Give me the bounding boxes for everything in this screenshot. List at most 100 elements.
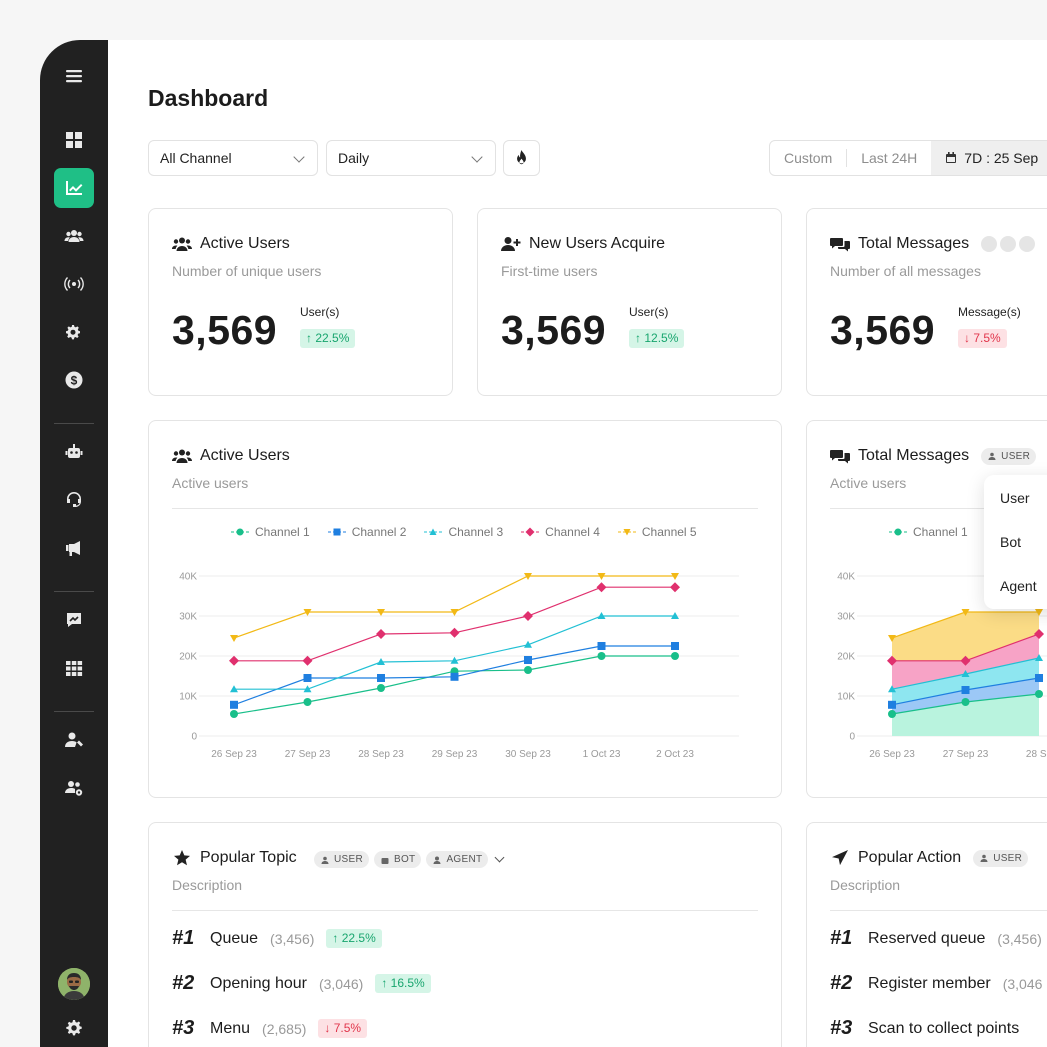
bot-icon[interactable]: [54, 432, 94, 472]
stat-change-value: 22.5%: [315, 331, 350, 345]
chart-subtitle: Active users: [830, 475, 907, 491]
data-point: [377, 674, 385, 682]
filter-avatars[interactable]: [981, 236, 1036, 252]
action-name: Reserved queue: [868, 929, 986, 947]
stat-value: 3,569: [501, 307, 607, 353]
list-item[interactable]: #1 Queue (3,456) ↑ 22.5%: [172, 927, 382, 950]
list-item[interactable]: #1 Reserved queue (3,456): [830, 927, 1042, 950]
data-point: [597, 642, 606, 650]
data-point: [377, 609, 385, 616]
avatar[interactable]: [58, 968, 90, 1000]
data-point: [961, 686, 970, 694]
dropdown-option-agent[interactable]: Agent: [1000, 578, 1037, 594]
range-7d[interactable]: 7D : 25 Sep: [931, 141, 1047, 175]
trending-button[interactable]: [503, 140, 540, 176]
analytics-icon[interactable]: [54, 168, 94, 208]
y-tick-label: 20K: [179, 652, 197, 663]
data-point: [961, 609, 970, 616]
range-last-24h[interactable]: Last 24H: [861, 150, 918, 166]
user-manage-icon[interactable]: [54, 720, 94, 760]
data-point: [961, 698, 970, 706]
x-tick-label: 2 Oct 23: [656, 749, 694, 760]
chevron-down-icon: [471, 151, 483, 163]
apps-icon[interactable]: [54, 648, 94, 688]
sidebar: $: [40, 40, 108, 1047]
svg-text:$: $: [71, 374, 78, 388]
navigation-arrow-icon: [832, 850, 848, 866]
data-point: [887, 655, 897, 666]
legend-item[interactable]: Channel 2: [327, 525, 406, 539]
divider: [172, 910, 758, 911]
topic-change-value: 16.5%: [390, 976, 425, 990]
users-icon: [988, 452, 996, 460]
reports-icon[interactable]: [54, 600, 94, 640]
chip-label: AGENT: [446, 854, 483, 865]
data-point: [671, 652, 679, 660]
list-item[interactable]: #3 Scan to collect points: [830, 1017, 1019, 1040]
broadcast-icon[interactable]: [54, 264, 94, 304]
chevron-down-icon[interactable]: [494, 852, 505, 863]
rank-number: #1: [830, 927, 853, 949]
legend-label: Channel 3: [448, 525, 504, 539]
bot-filter-chip[interactable]: BOT: [373, 851, 422, 868]
channel-select[interactable]: All Channel: [148, 140, 318, 176]
legend-label: Channel 5: [641, 525, 697, 539]
megaphone-icon[interactable]: [54, 528, 94, 568]
settings-icon[interactable]: [54, 312, 94, 352]
chip-label: USER: [334, 854, 363, 865]
agent-filter-chip[interactable]: AGENT: [426, 851, 489, 868]
legend-item[interactable]: Channel 5: [617, 525, 697, 539]
topic-subtitle: Description: [172, 877, 243, 893]
list-item[interactable]: #3 Menu (2,685) ↓ 7.5%: [172, 1017, 368, 1040]
user-filter-chip[interactable]: USER: [973, 849, 1029, 867]
data-point: [230, 710, 238, 718]
period-select-value: Daily: [338, 150, 370, 166]
agent-filter-icon: [1019, 236, 1036, 252]
channel-select-value: All Channel: [160, 150, 232, 166]
settings-icon[interactable]: [54, 1008, 94, 1047]
legend-item[interactable]: Channel 1: [231, 525, 310, 539]
legend-item[interactable]: Channel 4: [521, 525, 600, 539]
action-subtitle: Description: [830, 877, 901, 893]
x-tick-label: 27 Sep 23: [285, 749, 331, 760]
range-custom[interactable]: Custom: [784, 150, 833, 166]
action-name: Register member: [868, 974, 991, 992]
legend-marker: [424, 528, 443, 535]
x-tick-label: 1 Oct 23: [583, 749, 621, 760]
sender-type-dropdown: User Bot Agent: [984, 475, 1047, 609]
legend-item[interactable]: Channel 1: [889, 525, 968, 539]
user-filter-chip[interactable]: USER: [981, 447, 1037, 465]
billing-icon[interactable]: $: [54, 360, 94, 400]
chart-subtitle: Active users: [172, 475, 249, 491]
data-point: [376, 629, 386, 639]
data-point: [303, 674, 312, 682]
support-icon[interactable]: [54, 480, 94, 520]
dropdown-option-user[interactable]: User: [1000, 490, 1030, 506]
menu-icon[interactable]: [54, 56, 94, 96]
team-settings-icon[interactable]: [54, 768, 94, 808]
topic-change-badge: ↑ 22.5%: [326, 929, 382, 948]
stat-unit: User(s): [300, 305, 340, 319]
legend-marker: [521, 527, 540, 537]
stat-title: New Users Acquire: [501, 235, 665, 253]
list-item[interactable]: #2 Opening hour (3,046) ↑ 16.5%: [172, 972, 431, 995]
stat-card-new-users: New Users Acquire First-time users 3,569…: [477, 208, 782, 396]
list-item[interactable]: #2 Register member (3,046: [830, 972, 1042, 995]
data-point: [303, 698, 312, 706]
date-range-selector: Custom Last 24H 7D : 25 Sep: [769, 140, 1047, 176]
data-point: [230, 685, 238, 693]
user-filter-chip[interactable]: USER: [314, 851, 369, 868]
data-point: [377, 684, 385, 692]
users-icon: [172, 449, 192, 463]
dropdown-option-bot[interactable]: Bot: [1000, 534, 1022, 550]
users-icon[interactable]: [54, 216, 94, 256]
legend-item[interactable]: Channel 3: [424, 525, 503, 539]
popular-topic-card: Popular Topic USER BOT AGENT Description…: [148, 822, 782, 1047]
dashboard-icon[interactable]: [54, 120, 94, 160]
y-tick-label: 0: [191, 732, 197, 743]
topic-name: Menu: [210, 1019, 251, 1037]
period-select[interactable]: Daily: [326, 140, 496, 176]
data-point: [671, 573, 679, 580]
stat-unit: Message(s): [958, 305, 1021, 319]
legend-marker: [231, 528, 249, 536]
